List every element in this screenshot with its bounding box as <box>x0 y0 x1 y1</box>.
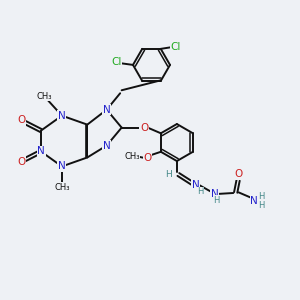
Text: N: N <box>37 146 45 157</box>
Text: H: H <box>197 187 203 196</box>
Text: N: N <box>103 105 111 115</box>
Text: N: N <box>103 140 111 151</box>
Text: O: O <box>17 115 26 125</box>
Text: H: H <box>165 170 172 179</box>
Text: O: O <box>234 169 242 179</box>
Text: H: H <box>259 192 265 201</box>
Text: O: O <box>17 157 26 167</box>
Text: H: H <box>213 196 220 205</box>
Text: N: N <box>191 180 199 190</box>
Text: N: N <box>58 111 66 121</box>
Text: N: N <box>250 196 258 206</box>
Text: Cl: Cl <box>111 57 122 67</box>
Text: N: N <box>58 161 66 171</box>
Text: O: O <box>143 153 152 163</box>
Text: Cl: Cl <box>170 42 181 52</box>
Text: CH₃: CH₃ <box>36 92 52 101</box>
Text: H: H <box>259 201 265 210</box>
Text: N: N <box>211 189 219 199</box>
Text: CH₃: CH₃ <box>124 152 140 161</box>
Text: O: O <box>140 123 148 133</box>
Text: CH₃: CH₃ <box>54 183 70 192</box>
